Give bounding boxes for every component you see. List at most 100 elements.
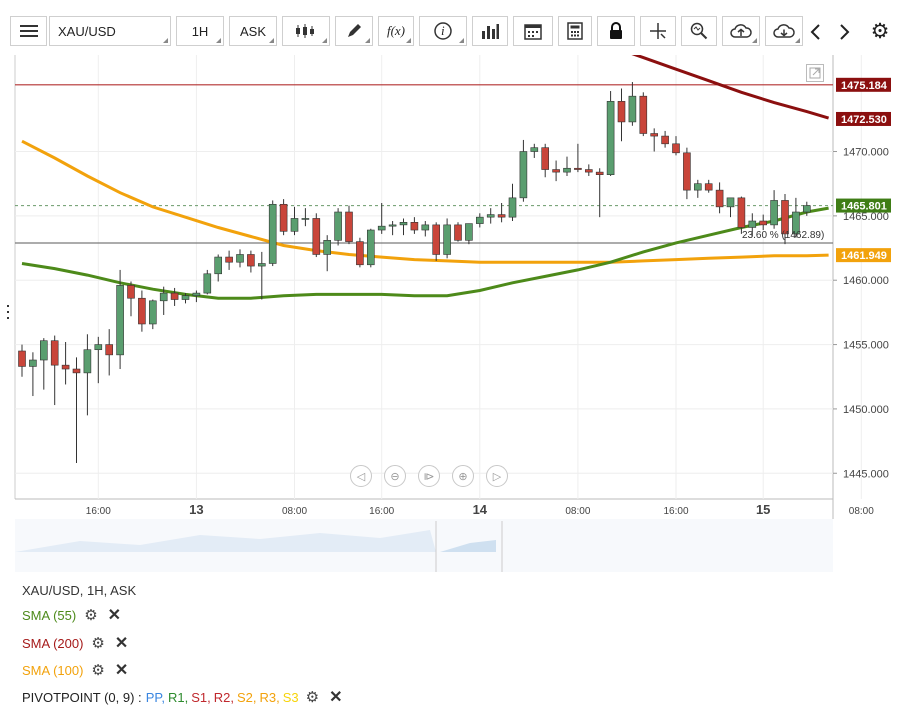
chart-area[interactable]: 1445.000 1450.000 1455.000 1460.000 1465.000… bbox=[0, 23, 907, 706]
settings-button[interactable]: ⚙ bbox=[868, 21, 892, 45]
drag-dots-icon bbox=[7, 305, 9, 319]
chart-toolbar: XAU/USD 1H ASK f(x) i ⚙ bbox=[0, 0, 907, 62]
nav-zoom-out-button[interactable]: ⊖ bbox=[384, 465, 406, 487]
candle-body bbox=[72, 368, 81, 374]
zoom-button[interactable] bbox=[681, 16, 717, 46]
legend-pivotpoint[interactable]: PIVOTPOINT (0, 9) : PP, R1, S1, R2, S2, R3, S3… bbox=[22, 688, 342, 706]
candle-body bbox=[301, 218, 310, 220]
price-tag-box bbox=[836, 77, 891, 92]
candle-body bbox=[421, 224, 430, 231]
price-axis: 1445.000 1450.000 1455.000 1460.000 1465.000… bbox=[833, 147, 889, 480]
nav-forward-button[interactable]: ▷ bbox=[486, 465, 508, 487]
timeframe-value: 1H bbox=[191, 23, 209, 39]
candle-body bbox=[290, 218, 299, 232]
candle-body bbox=[454, 224, 462, 241]
candle-body bbox=[127, 285, 135, 299]
candle-body bbox=[323, 240, 332, 255]
timeframe-select[interactable]: 1H bbox=[176, 16, 224, 46]
candle-body bbox=[606, 101, 615, 175]
pivot-level-label: R3, bbox=[259, 689, 280, 705]
pivot-level-label: R2, bbox=[213, 689, 234, 705]
candle-body bbox=[552, 169, 560, 173]
lock-button[interactable] bbox=[597, 16, 635, 46]
x-tick-label: 13 bbox=[189, 502, 203, 517]
candle-body bbox=[94, 344, 103, 351]
price-tag-box bbox=[836, 198, 891, 213]
pivot-level-label: S1, bbox=[191, 689, 211, 705]
candle-body bbox=[443, 224, 451, 255]
chevron-left-icon bbox=[810, 24, 820, 40]
legend-sma55[interactable]: SMA (55) ⚙ ✕ bbox=[22, 606, 121, 624]
pivot-remove-close-icon[interactable]: ✕ bbox=[329, 689, 343, 706]
y-tick-label: 1450.000 bbox=[843, 404, 889, 416]
candle-body bbox=[617, 101, 626, 123]
price-side-select[interactable]: ASK bbox=[229, 16, 277, 46]
sma100-settings-gear-icon[interactable]: ⚙ bbox=[91, 662, 105, 679]
candle-body bbox=[83, 349, 92, 374]
candle-body bbox=[639, 95, 648, 134]
pivot-settings-gear-icon[interactable]: ⚙ bbox=[305, 689, 320, 706]
calculator-icon bbox=[567, 22, 583, 40]
price-tag-box bbox=[836, 248, 891, 263]
candle-body bbox=[693, 183, 702, 191]
pivot-label: PIVOTPOINT (0, 9) : bbox=[22, 689, 142, 705]
horizontal-lines bbox=[15, 84, 833, 244]
legend-sma100[interactable]: SMA (100) ⚙ ✕ bbox=[22, 661, 128, 679]
cloud-download-icon bbox=[773, 24, 795, 38]
pencil-icon bbox=[348, 24, 361, 37]
fibonacci-annotation: 23.60 % (1462.89) bbox=[742, 230, 824, 241]
symbol-select[interactable]: XAU/USD bbox=[49, 16, 171, 46]
nav-zoom-in-button[interactable]: ⊕ bbox=[452, 465, 474, 487]
indicator-button[interactable]: f(x) bbox=[378, 16, 414, 46]
upload-button[interactable] bbox=[722, 16, 760, 46]
crosshair-icon bbox=[650, 23, 666, 39]
menu-button[interactable] bbox=[10, 16, 47, 46]
draw-tool-button[interactable] bbox=[335, 16, 373, 46]
pivot-level-label: R1, bbox=[167, 689, 189, 705]
scroll-left-button[interactable] bbox=[806, 20, 826, 44]
pivot-levels: PP, R1, S1, R2, S2, R3, S3 bbox=[146, 690, 302, 705]
sma200-remove-close-icon[interactable]: ✕ bbox=[114, 635, 129, 652]
y-tick-label: 1455.000 bbox=[843, 340, 889, 352]
candle-body bbox=[247, 254, 255, 267]
sma100-remove-close-icon[interactable]: ✕ bbox=[114, 662, 129, 679]
candle-body bbox=[781, 200, 789, 235]
crosshair-button[interactable] bbox=[640, 16, 676, 46]
y-tick-label: 1465.000 bbox=[843, 211, 889, 223]
cloud-upload-icon bbox=[730, 24, 752, 38]
download-button[interactable] bbox=[765, 16, 803, 46]
candle-body bbox=[50, 340, 59, 366]
nav-back-button[interactable]: ◁ bbox=[350, 465, 372, 487]
candle-body bbox=[192, 292, 201, 296]
price-chart[interactable]: 1445.000 1450.000 1455.000 1460.000 1465.000… bbox=[0, 23, 907, 572]
candle-body bbox=[312, 218, 321, 255]
time-axis: 16:001308:0016:001408:0016:001508:0015.1… bbox=[15, 502, 874, 572]
popout-icon bbox=[809, 67, 821, 79]
volume-button[interactable] bbox=[472, 16, 508, 46]
x-tick-label: 08:00 bbox=[849, 506, 874, 517]
calendar-button[interactable] bbox=[513, 16, 553, 46]
scroll-right-button[interactable] bbox=[834, 20, 854, 44]
sma100-label: SMA (100) bbox=[22, 662, 84, 678]
candle-body bbox=[519, 151, 528, 199]
candle-body bbox=[399, 222, 408, 226]
chart-type-button[interactable] bbox=[282, 16, 330, 46]
candle-body bbox=[203, 273, 212, 294]
nav-reset-button[interactable]: ⧐ bbox=[418, 465, 440, 487]
candle-body bbox=[584, 169, 593, 173]
sma55-settings-gear-icon[interactable]: ⚙ bbox=[84, 607, 98, 624]
sma200-settings-gear-icon[interactable]: ⚙ bbox=[91, 635, 105, 652]
sma55-remove-close-icon[interactable]: ✕ bbox=[107, 607, 122, 624]
reset-view-icon: ⧐ bbox=[423, 470, 435, 483]
lock-icon bbox=[610, 22, 622, 39]
sma100-line bbox=[21, 139, 829, 264]
info-button[interactable]: i bbox=[419, 16, 467, 46]
candle-body bbox=[726, 197, 735, 208]
candle-body bbox=[366, 229, 375, 266]
candle-body bbox=[39, 340, 48, 361]
legend-sma200[interactable]: SMA (200) ⚙ ✕ bbox=[22, 634, 128, 652]
calculator-button[interactable] bbox=[558, 16, 592, 46]
drag-handle[interactable] bbox=[6, 303, 10, 323]
popout-button[interactable] bbox=[806, 64, 824, 82]
sma55-line bbox=[21, 206, 829, 300]
